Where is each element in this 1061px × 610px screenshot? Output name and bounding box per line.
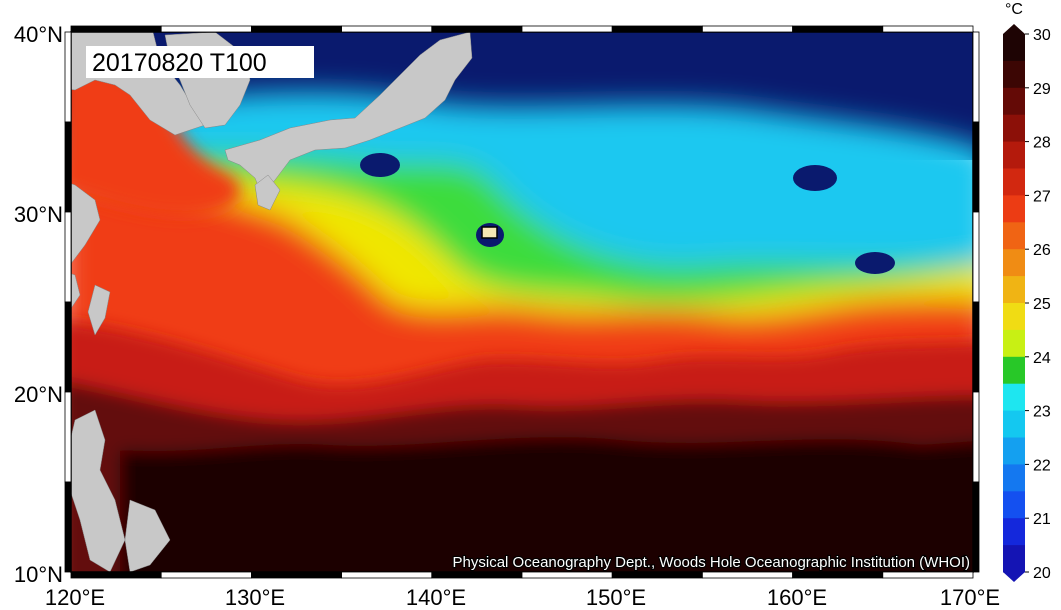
colorbar-segment: [1003, 303, 1025, 331]
colorbar-segment: [1003, 222, 1025, 250]
land-taiwan: [87, 284, 111, 336]
colorbar-segment: [1003, 276, 1025, 304]
colorbar-label: 25: [1033, 296, 1051, 313]
colorbar-segment: [1003, 491, 1025, 519]
credit-text: Physical Oceanography Dept., Woods Hole …: [453, 554, 970, 571]
cold-eddy: [855, 252, 895, 274]
lon-tick-label: 170°E: [940, 585, 1000, 610]
border-segment: [611, 571, 703, 579]
border-segment: [70, 571, 162, 579]
lat-tick-label: 10°N: [14, 562, 63, 587]
water-30c: [120, 437, 973, 572]
border-segment: [431, 571, 523, 579]
land-philippines-south: [124, 499, 171, 572]
colorbar-segment: [1003, 518, 1025, 546]
colorbar-segment: [1003, 34, 1025, 62]
colorbar-segment: [1003, 87, 1025, 116]
border-segment: [64, 211, 72, 303]
lat-tick-label: 20°N: [14, 382, 63, 407]
border-segment: [972, 481, 980, 573]
colorbar-label: 26: [1033, 242, 1051, 259]
border-segment: [792, 25, 884, 33]
border-segment: [64, 121, 72, 213]
island-marker: [481, 226, 498, 239]
colorbar-segment: [1003, 356, 1025, 385]
border-segment: [972, 301, 980, 393]
border-segment: [160, 571, 252, 579]
border-segment: [882, 571, 974, 579]
colorbar-segment: [1003, 410, 1025, 438]
border-segment: [521, 25, 613, 33]
lon-tick-label: 160°E: [767, 585, 827, 610]
border-segment: [521, 571, 613, 579]
colorbar-segment: [1003, 114, 1025, 143]
colorbar-label: 20: [1033, 565, 1051, 582]
colorbar-label: 28: [1033, 135, 1051, 152]
lon-tick-label: 130°E: [225, 585, 285, 610]
land-kyushu: [254, 174, 281, 211]
colorbar-label: 30: [1033, 27, 1051, 44]
border-segment: [611, 25, 703, 33]
colorbar-segment: [1003, 249, 1025, 277]
border-segment: [792, 571, 884, 579]
colorbar-segment: [1003, 545, 1025, 573]
border-segment: [250, 571, 342, 579]
colorbar-label: 22: [1033, 457, 1051, 474]
border-segment: [64, 481, 72, 573]
colorbar-label: 24: [1033, 350, 1051, 367]
land-coast: [71, 273, 81, 309]
border-segment: [341, 25, 433, 33]
colorbar-label: 29: [1033, 81, 1051, 98]
colorbar-segment: [1003, 464, 1025, 492]
colorbar-segment: [1003, 141, 1025, 169]
colorbar-label: 23: [1033, 404, 1051, 421]
border-segment: [702, 25, 794, 33]
colorbar-segment: [1003, 383, 1025, 412]
sst-field: [71, 32, 973, 572]
colorbar-unit: °C: [1005, 1, 1023, 18]
lon-tick-label: 120°E: [45, 585, 105, 610]
border-segment: [341, 571, 433, 579]
colorbar-label: 21: [1033, 511, 1051, 528]
map-title: 20170820 T100: [92, 49, 267, 77]
water-27c-coastal: [71, 60, 240, 216]
lat-tick-label: 40°N: [14, 22, 63, 47]
colorbar-segment: [1003, 437, 1025, 465]
border-segment: [64, 31, 72, 123]
colorbar-segment: [1003, 168, 1025, 196]
cold-eddy: [793, 165, 837, 191]
land-china-south: [71, 183, 101, 265]
title-box: [86, 46, 314, 78]
colorbar-bottom-arrow: [1003, 572, 1025, 582]
lon-tick-label: 140°E: [406, 585, 466, 610]
land-philippines: [71, 409, 126, 572]
colorbar-segment: [1003, 195, 1025, 223]
cold-eddy: [360, 153, 400, 177]
border-segment: [972, 121, 980, 213]
colorbar: 30 29 28 27 26 25 24 23 22 21 20: [1003, 24, 1051, 582]
border-segment: [972, 391, 980, 483]
lon-lat-border: [64, 25, 980, 579]
border-segment: [160, 25, 252, 33]
colorbar-segment: [1003, 329, 1025, 358]
border-segment: [64, 391, 72, 483]
border-segment: [882, 25, 974, 33]
colorbar-label: 27: [1033, 188, 1051, 205]
border-segment: [972, 211, 980, 303]
colorbar-segment: [1003, 60, 1025, 89]
border-segment: [250, 25, 342, 33]
lon-tick-label: 150°E: [586, 585, 646, 610]
border-segment: [702, 571, 794, 579]
border-segment: [972, 31, 980, 123]
lat-tick-label: 30°N: [14, 202, 63, 227]
border-segment: [64, 301, 72, 393]
border-segment: [431, 25, 523, 33]
border-segment: [70, 25, 162, 33]
colorbar-top-arrow: [1003, 24, 1025, 34]
